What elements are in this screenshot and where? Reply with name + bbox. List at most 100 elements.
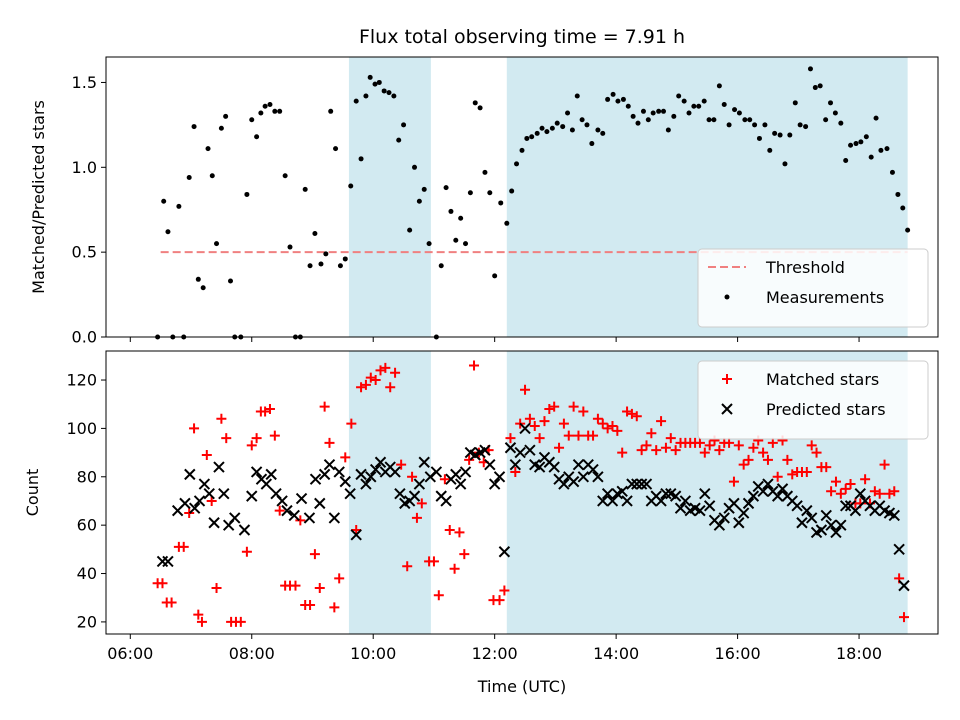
legend-label: Predicted stars xyxy=(766,400,886,419)
predicted-star-point xyxy=(699,488,711,500)
measurement-point xyxy=(823,117,829,123)
top-panel: 0.0 0.5 1.0 1.5 Matched/Predicted stars Thres… xyxy=(29,56,939,347)
matched-star-point xyxy=(811,447,822,458)
matched-star-point xyxy=(821,462,832,473)
matched-star-point xyxy=(578,406,589,417)
measurement-point xyxy=(358,156,364,162)
matched-star-point xyxy=(221,433,232,444)
matched-star-point xyxy=(826,486,837,497)
y-axis-label: Count xyxy=(23,469,42,517)
measurement-point xyxy=(878,147,884,153)
predicted-star-point xyxy=(898,579,910,592)
predicted-star-point xyxy=(459,466,472,478)
predicted-star-point xyxy=(524,444,536,456)
matched-star-point xyxy=(346,418,357,429)
matched-star-point xyxy=(444,524,455,535)
bottom-panel: 20 40 60 80 100 120 06:00 08:00 10:00 12:00 14:00 1… xyxy=(23,350,939,663)
predicted-star-point xyxy=(830,526,842,539)
measurement-point xyxy=(625,103,631,109)
predicted-star-point xyxy=(558,478,570,490)
measurement-point xyxy=(337,263,343,269)
measurement-point xyxy=(752,122,758,128)
matched-star-point xyxy=(166,597,177,608)
y-tick-label: 80 xyxy=(77,467,97,486)
predicted-star-point xyxy=(328,512,341,524)
matched-star-point xyxy=(454,527,465,538)
predicted-star-point xyxy=(762,478,774,490)
measurement-point xyxy=(519,147,525,153)
legend-label: Threshold xyxy=(765,258,845,277)
predicted-star-point xyxy=(631,478,643,490)
measurement-point xyxy=(726,122,732,128)
matched-star-point xyxy=(830,476,841,487)
measurement-point xyxy=(742,117,748,123)
predicted-star-point xyxy=(854,488,866,500)
predicted-star-point xyxy=(621,495,633,507)
measurement-point xyxy=(458,215,464,221)
predicted-star-point xyxy=(188,502,201,514)
matched-star-point xyxy=(646,428,657,439)
measurement-point xyxy=(514,161,520,167)
x-tick-label: 06:00 xyxy=(107,644,153,663)
predicted-star-point xyxy=(318,468,331,481)
predicted-star-point xyxy=(674,502,687,514)
predicted-star-point xyxy=(592,471,604,483)
measurement-point xyxy=(615,98,621,104)
measurement-point xyxy=(453,237,459,243)
measurement-point xyxy=(381,88,387,94)
x-tick-label: 18:00 xyxy=(836,644,882,663)
measurement-point xyxy=(267,102,273,108)
measurement-point xyxy=(333,146,339,152)
legend-swatch-measurements xyxy=(724,294,730,300)
measurement-point xyxy=(843,158,849,164)
measurement-point xyxy=(792,100,798,106)
matched-star-point xyxy=(324,437,335,448)
matched-star-point xyxy=(835,488,846,499)
predicted-star-point xyxy=(265,468,277,481)
matched-star-point xyxy=(534,433,545,444)
matched-star-point xyxy=(439,474,450,485)
x-tick-label: 08:00 xyxy=(229,644,275,663)
measurement-point xyxy=(736,110,742,116)
measurement-point xyxy=(504,220,510,226)
measurement-point xyxy=(205,146,211,152)
measurement-point xyxy=(524,135,530,141)
predicted-star-point xyxy=(339,475,351,488)
matched-star-point xyxy=(714,445,725,456)
measurement-point xyxy=(565,110,571,116)
predicted-star-point xyxy=(369,463,382,476)
measurement-point xyxy=(161,198,167,204)
matched-star-point xyxy=(631,411,642,422)
matched-star-point xyxy=(660,442,671,453)
matched-star-point xyxy=(360,379,371,390)
legend-box xyxy=(697,248,929,328)
matched-star-point xyxy=(189,423,200,434)
measurement-point xyxy=(716,83,722,89)
measurement-point xyxy=(691,103,697,109)
measurement-point xyxy=(487,190,493,196)
matched-star-point xyxy=(211,583,222,594)
measurement-point xyxy=(756,135,762,141)
matched-star-point xyxy=(694,437,705,448)
measurement-point xyxy=(448,208,454,214)
measurement-point xyxy=(747,117,753,123)
y-tick-label: 1.5 xyxy=(72,73,97,92)
matched-star-point xyxy=(641,440,652,451)
measurement-point xyxy=(828,100,834,106)
matched-star-point xyxy=(380,362,391,373)
x-tick-label: 12:00 xyxy=(472,644,518,663)
measurement-point xyxy=(782,161,788,167)
measurement-point xyxy=(544,129,550,135)
matched-star-point xyxy=(670,445,681,456)
predicted-star-point xyxy=(815,524,828,536)
y-tick-label: 1.0 xyxy=(72,158,97,177)
predicted-star-point xyxy=(825,519,837,531)
measurement-point xyxy=(328,108,334,114)
predicted-star-point xyxy=(413,478,426,490)
measurement-point xyxy=(721,102,727,108)
matched-star-point xyxy=(340,452,351,463)
matched-star-point xyxy=(529,420,540,431)
predicted-star-point xyxy=(694,504,706,517)
matched-star-point xyxy=(563,430,574,441)
measurement-point xyxy=(817,83,823,89)
